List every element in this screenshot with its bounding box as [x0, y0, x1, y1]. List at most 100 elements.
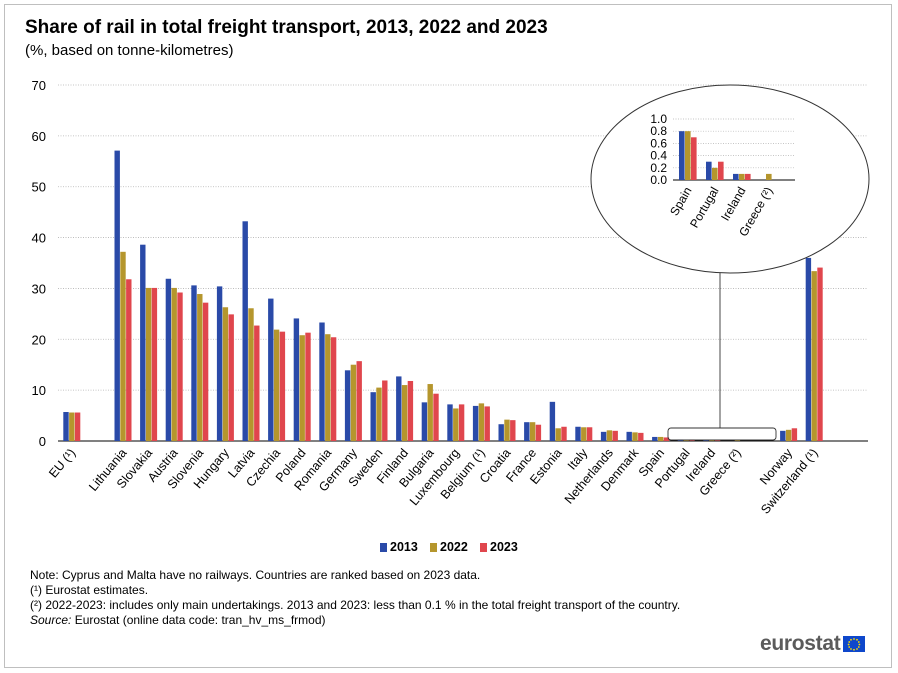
y-tick-label: 0 — [39, 434, 46, 449]
chart-frame — [4, 4, 892, 668]
bar-2023 — [202, 302, 209, 441]
x-tick-label: EU (¹) — [46, 446, 78, 481]
bar-2013 — [703, 440, 709, 441]
bar-2023 — [74, 412, 81, 441]
bar-2013 — [575, 426, 581, 441]
bar-2023 — [586, 427, 593, 441]
bar-2022 — [504, 419, 510, 441]
bar-2022 — [69, 412, 75, 441]
footnote-2: (²) 2022-2023: includes only main undert… — [30, 598, 681, 612]
bar-2022 — [709, 440, 715, 441]
chart-subtitle: (%, based on tonne-kilometres) — [25, 42, 234, 59]
bar-2022 — [555, 428, 561, 441]
bar-2022 — [632, 432, 638, 441]
bar-2013 — [165, 278, 172, 441]
bar-2013 — [140, 244, 146, 441]
bar-2013 — [216, 286, 223, 441]
zoom-box — [667, 427, 777, 441]
inset-y-tick-label: 0.8 — [650, 124, 667, 138]
inset-y-tick-label: 0.6 — [650, 136, 667, 150]
y-tick-label: 70 — [32, 78, 46, 93]
bar-2013 — [600, 431, 607, 441]
bar-2023 — [433, 393, 439, 441]
y-tick-label: 50 — [32, 180, 46, 195]
inset-bar-2013 — [706, 161, 712, 180]
bar-2023 — [126, 279, 132, 441]
bar-2013 — [447, 404, 453, 441]
bar-2022 — [785, 429, 792, 441]
inset-bar-2023 — [745, 173, 751, 180]
bar-2013 — [344, 370, 351, 441]
inset-bar-2022 — [766, 173, 772, 180]
bar-2013 — [319, 322, 325, 441]
bar-2013 — [370, 392, 376, 441]
bar-2022 — [581, 427, 587, 441]
bar-2023 — [356, 361, 362, 441]
bar-2022 — [197, 294, 203, 441]
bar-2013 — [191, 285, 197, 441]
bar-2023 — [791, 428, 798, 441]
legend-swatch — [430, 543, 437, 552]
bar-2022 — [657, 436, 664, 441]
bar-2022 — [453, 408, 459, 441]
bar-2022 — [145, 287, 152, 441]
footnote-1: (¹) Eurostat estimates. — [30, 583, 149, 597]
source-text: Eurostat (online data code: tran_hv_ms_f… — [71, 613, 326, 627]
inset-bar-2022 — [739, 173, 745, 180]
bar-2023 — [510, 420, 516, 441]
bar-2013 — [396, 376, 402, 441]
bar-2022 — [401, 385, 408, 441]
y-tick-label: 40 — [32, 231, 46, 246]
bar-2023 — [228, 314, 234, 441]
inset-bar-2022 — [712, 167, 718, 180]
bar-2013 — [242, 221, 248, 441]
bar-2023 — [177, 292, 183, 441]
bar-2013 — [63, 412, 69, 441]
bar-2022 — [120, 251, 126, 441]
bar-2022 — [811, 271, 817, 441]
bar-2022 — [478, 403, 485, 441]
legend-swatch — [480, 543, 487, 552]
bar-2022 — [325, 334, 331, 441]
bar-2023 — [561, 426, 567, 441]
inset-bar-2023 — [691, 137, 697, 180]
inset-y-tick-label: 0.2 — [650, 161, 667, 175]
bar-2013 — [114, 150, 120, 441]
bar-2023 — [151, 287, 158, 441]
bar-2013 — [524, 422, 530, 441]
bar-2023 — [638, 432, 644, 441]
bar-2023 — [714, 440, 721, 441]
source-label: Source: — [30, 613, 72, 627]
note-line: Note: Cyprus and Malta have no railways.… — [30, 568, 481, 582]
bar-2023 — [254, 325, 260, 441]
bar-2023 — [535, 424, 542, 441]
legend-swatch — [380, 543, 387, 552]
inset-y-tick-label: 0.4 — [650, 149, 667, 163]
bar-2022 — [222, 307, 229, 441]
legend-label: 2023 — [490, 540, 518, 554]
bar-2022 — [171, 287, 177, 441]
bar-2022 — [376, 387, 382, 441]
bar-2023 — [458, 404, 465, 441]
eurostat-logo: eurostat — [760, 632, 866, 656]
chart-title: Share of rail in total freight transport… — [25, 17, 548, 38]
bar-2022 — [273, 329, 280, 441]
inset-y-tick-label: 1.0 — [650, 112, 667, 126]
zoom-ellipse — [590, 84, 870, 274]
bar-2013 — [421, 402, 428, 441]
source-line: Source: Eurostat (online data code: tran… — [30, 613, 730, 628]
bar-2023 — [407, 380, 414, 441]
inset-bar-2013 — [733, 173, 739, 180]
bar-2023 — [279, 331, 286, 441]
legend-label: 2022 — [440, 540, 468, 554]
legend-label: 2013 — [390, 540, 418, 554]
bar-2013 — [293, 318, 300, 441]
bar-2013 — [268, 298, 274, 441]
bar-2013 — [626, 431, 632, 441]
bar-2022 — [427, 384, 433, 441]
bar-2022 — [734, 440, 741, 441]
bar-2023 — [330, 337, 337, 441]
inset-bar-2022 — [685, 131, 691, 180]
bar-2023 — [305, 332, 311, 441]
